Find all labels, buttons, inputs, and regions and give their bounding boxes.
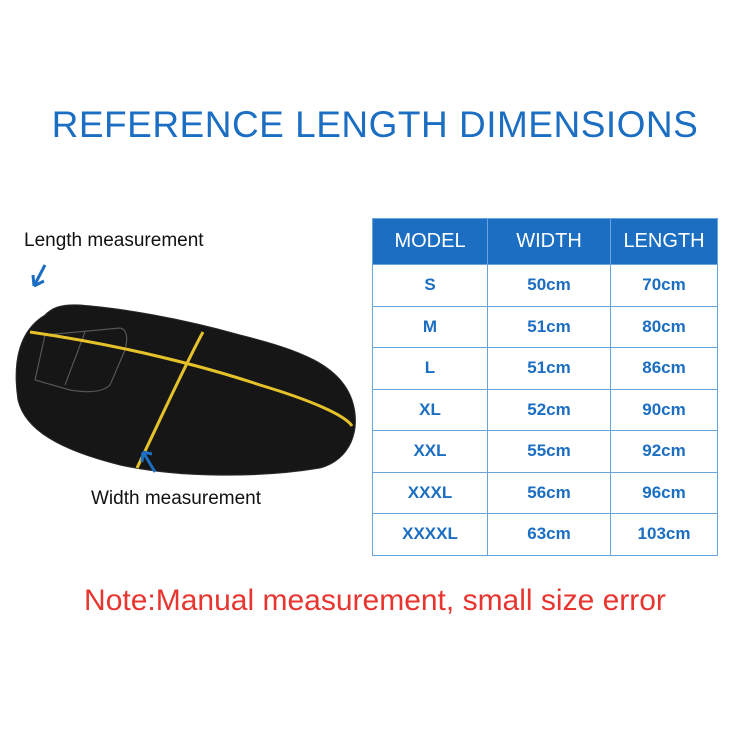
table-row: L 51cm 86cm [372,347,718,390]
cell-model: XL [372,388,488,431]
cell-width: 55cm [487,430,611,473]
cell-model: XXXXL [372,513,488,556]
width-arrow-icon [140,450,157,473]
table-row: XL 52cm 90cm [372,388,718,431]
table-row: XXXXL 63cm 103cm [372,513,718,556]
cell-width: 56cm [487,471,611,514]
cell-width: 51cm [487,305,611,348]
seat-body [15,304,356,476]
cell-length: 92cm [610,430,718,473]
cell-model: XXL [372,430,488,473]
table-row: S 50cm 70cm [372,264,718,307]
length-arrow-icon [31,264,47,288]
cell-model: S [372,264,488,307]
header-model: MODEL [372,218,488,265]
cell-length: 96cm [610,471,718,514]
page-title: REFERENCE LENGTH DIMENSIONS [51,104,699,145]
table-row: XXL 55cm 92cm [372,430,718,473]
table-row: M 51cm 80cm [372,305,718,348]
cell-width: 52cm [487,388,611,431]
width-measurement-label: Width measurement [91,488,262,509]
cell-width: 63cm [487,513,611,556]
cell-length: 86cm [610,347,718,390]
size-table: MODEL WIDTH LENGTH S 50cm 70cm M 51cm 80cm L 51… [372,218,718,556]
header-length: LENGTH [610,218,718,265]
cell-width: 51cm [487,347,611,390]
cell-length: 90cm [610,388,718,431]
table-header-row: MODEL WIDTH LENGTH [372,218,718,265]
cell-model: L [372,347,488,390]
cell-length: 103cm [610,513,718,556]
cell-length: 80cm [610,305,718,348]
header-width: WIDTH [487,218,611,265]
cell-model: XXXL [372,471,488,514]
cell-length: 70cm [610,264,718,307]
seat-cover-image [15,264,356,476]
cell-model: M [372,305,488,348]
cell-width: 50cm [487,264,611,307]
table-row: XXXL 56cm 96cm [372,471,718,514]
measurement-note: Note:Manual measurement, small size erro… [84,584,666,617]
length-tape [29,330,354,427]
length-measurement-label: Length measurement [24,230,204,251]
